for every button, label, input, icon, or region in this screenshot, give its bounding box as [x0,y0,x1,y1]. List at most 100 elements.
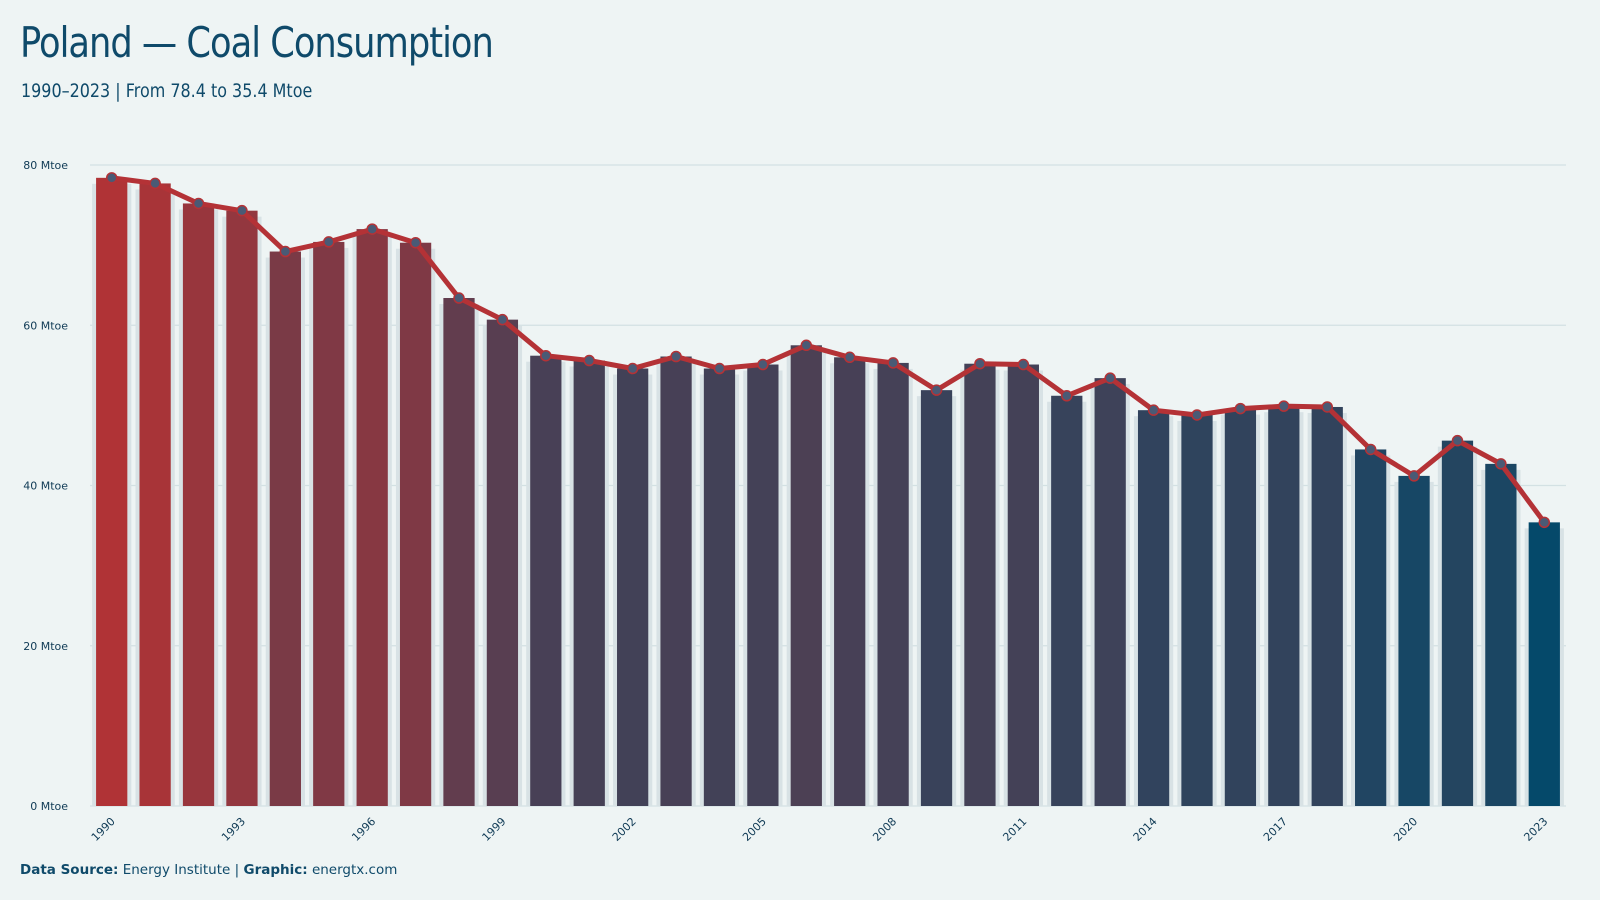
bar [1051,395,1083,806]
bar [1311,406,1343,806]
line-markers [105,172,1551,529]
y-tick-label: 80 Mtoe [23,159,68,172]
line-marker [583,354,595,367]
y-tick-label: 20 Mtoe [23,640,68,653]
graphic-label: Graphic: [243,862,308,878]
bar [877,362,909,806]
line-marker [713,362,726,375]
line-marker [1321,401,1333,413]
line-marker [1147,404,1160,416]
bar [1224,408,1257,806]
x-tick-label: 1996 [349,815,378,844]
line-marker [974,357,986,370]
y-tick-label: 40 Mtoe [23,480,68,493]
line-marker [1017,358,1030,371]
bar [182,203,215,806]
y-tick-label: 0 Mtoe [30,800,68,813]
line-marker [1495,458,1507,470]
bar [1355,449,1387,806]
x-axis-ticks: 1990 1993 1996 1999 2002 2005 2008 2011 2014 2017… [89,815,1551,844]
bar [443,298,475,806]
bar [1181,414,1213,806]
line-marker [1538,516,1551,529]
line-marker [105,172,118,184]
x-tick-label: 2011 [1000,815,1029,844]
line-marker [1278,400,1290,412]
trend-line [109,175,1547,525]
line-marker [540,349,552,362]
x-tick-label: 2020 [1391,815,1420,844]
x-tick-label: 2023 [1521,815,1550,844]
line-marker [1061,390,1073,402]
x-tick-label: 2017 [1261,815,1290,844]
trend-line-path [109,175,1547,525]
bar [964,363,996,806]
bar [747,364,779,806]
x-tick-label: 2014 [1131,815,1160,844]
footer-credits: Data Source: Energy Institute | Graphic:… [20,862,397,878]
bar [920,390,953,806]
chart-subtitle: 1990–2023 | From 78.4 to 35.4 Mtoe [21,80,313,102]
line-marker [409,236,422,249]
line-marker [1451,434,1464,447]
line-marker [1234,402,1247,415]
source-value: Energy Institute [122,862,231,878]
x-tick-label: 1993 [219,815,248,844]
line-marker [670,350,682,363]
line-marker [930,384,943,396]
bar [1485,463,1517,806]
line-marker [1191,409,1203,421]
footer-separator: | [234,862,240,878]
chart-title: Poland — Coal Consumption [20,18,494,67]
line-marker [757,358,769,371]
line-marker [843,351,856,364]
bar [530,355,562,806]
line-marker [366,223,378,235]
y-tick-label: 60 Mtoe [23,319,68,332]
bar [399,242,432,806]
line-marker [279,245,292,258]
x-tick-label: 2005 [740,815,769,844]
x-tick-label: 2008 [870,815,899,844]
bar [486,319,519,806]
line-marker [192,197,205,210]
line-marker [236,204,248,217]
bars [96,177,1560,807]
bar [96,177,128,806]
line-marker [149,177,161,190]
line-marker [496,313,509,326]
y-axis-ticks: 0 Mtoe 20 Mtoe 40 Mtoe 60 Mtoe 80 Mtoe [23,159,68,813]
x-tick-label: 1990 [89,815,118,844]
line-marker [887,357,899,369]
bar [1137,410,1170,806]
source-label: Data Source: [20,862,119,878]
graphic-value: energtx.com [311,862,398,878]
bar [1007,364,1039,806]
bar [703,368,736,806]
line-marker [800,339,813,352]
bar [1441,440,1474,806]
line-marker [1364,443,1377,456]
line-marker [453,292,465,304]
x-tick-label: 2002 [610,815,639,844]
bar [617,368,649,806]
bar [1398,475,1430,806]
bar [573,360,605,806]
line-marker [1104,372,1116,384]
bar [1268,406,1300,806]
bar [1528,522,1560,806]
bar [139,183,171,806]
line-marker [323,236,335,248]
bar [269,251,301,806]
line-marker [1408,470,1420,482]
bar [356,229,388,807]
bar [790,345,822,806]
bar [660,356,692,806]
bar [1094,378,1126,806]
x-tick-label: 1999 [480,815,509,844]
line-marker [626,362,639,375]
bar [313,241,345,807]
bar-backdrops [92,183,1564,807]
bar [834,357,866,806]
